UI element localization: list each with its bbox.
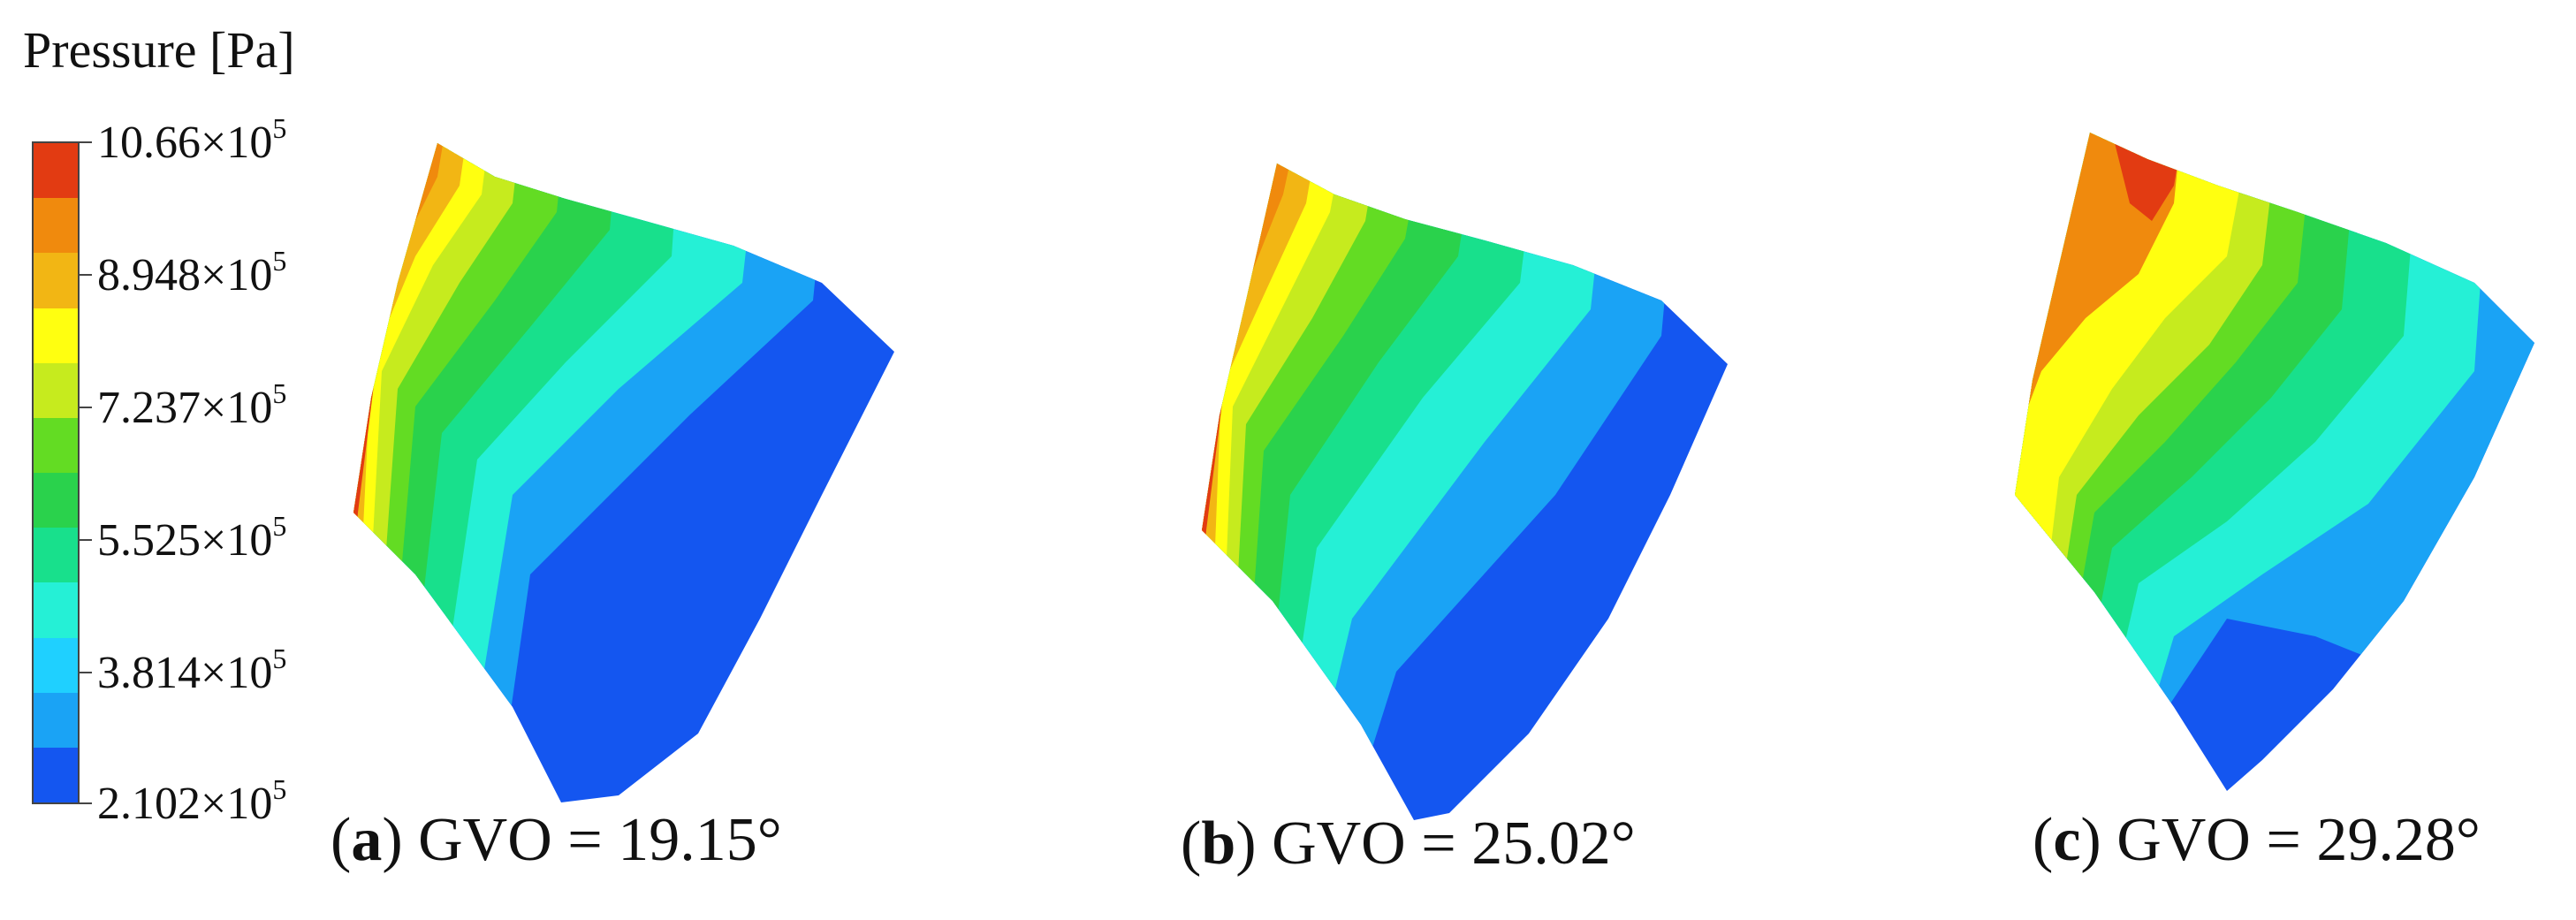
colorbar-band-4 xyxy=(34,308,78,363)
colorbar-label: 3.814×105 xyxy=(97,642,287,698)
colorbar-band-9 xyxy=(34,582,78,638)
colorbar-label: 8.948×105 xyxy=(97,245,287,300)
colorbar-tick xyxy=(80,672,92,673)
colorbar-band-12 xyxy=(34,747,78,803)
colorbar-tick xyxy=(80,802,92,804)
colorbar-label: 7.237×105 xyxy=(97,377,287,433)
legend-title: Pressure [Pa] xyxy=(23,21,295,79)
colorbar-band-8 xyxy=(34,528,78,583)
colorbar-label-max: 10.66×105 xyxy=(97,112,287,168)
colorbar-band-1 xyxy=(34,143,78,199)
colorbar-band-10 xyxy=(34,637,78,693)
colorbar-band-6 xyxy=(34,417,78,474)
colorbar-band-7 xyxy=(34,473,78,528)
colorbar-label-min: 2.102×105 xyxy=(97,773,287,829)
colorbar-band-2 xyxy=(34,198,78,254)
colorbar-label: 5.525×105 xyxy=(97,510,287,566)
colorbar-tick xyxy=(80,274,92,276)
caption-c: (c) GVO = 29.28° xyxy=(2033,806,2481,874)
colorbar-tick xyxy=(80,539,92,541)
colorbar-tick xyxy=(80,407,92,408)
colorbar-tick xyxy=(80,141,92,143)
colorbar-band-3 xyxy=(34,253,78,308)
pressure-colorbar xyxy=(32,141,80,804)
colorbar-band-11 xyxy=(34,692,78,748)
caption-b: (b) GVO = 25.02° xyxy=(1181,810,1636,878)
caption-a: (a) GVO = 19.15° xyxy=(331,806,782,874)
colorbar-band-5 xyxy=(34,362,78,418)
